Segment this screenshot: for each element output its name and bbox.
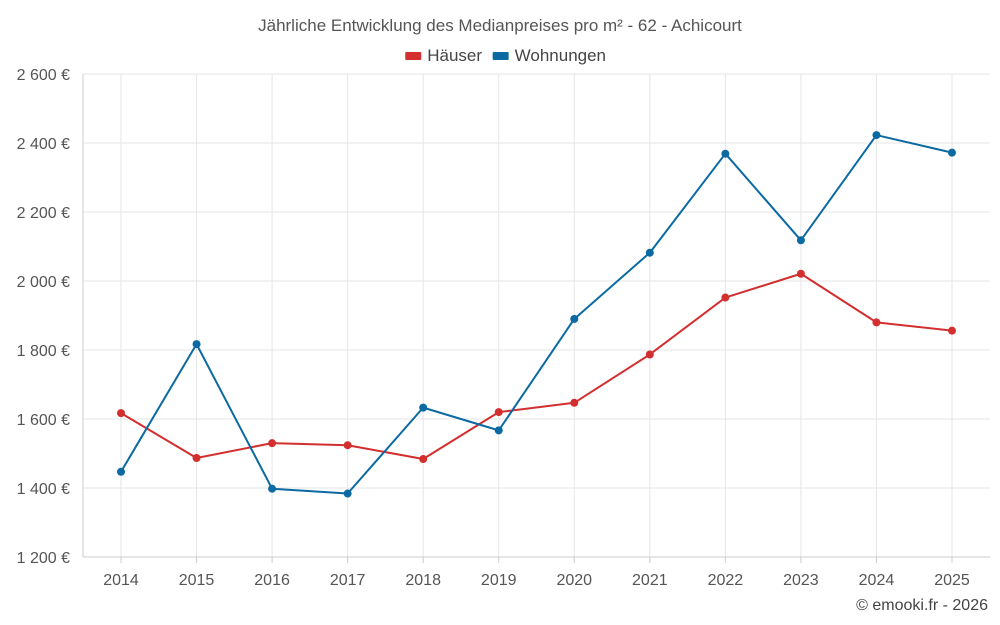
y-tick-label: 1 400 € bbox=[17, 481, 70, 498]
y-tick-label: 2 200 € bbox=[17, 205, 70, 222]
x-tick-label: 2022 bbox=[708, 572, 744, 589]
data-point-h-user[interactable] bbox=[796, 269, 805, 278]
series-layer bbox=[117, 131, 956, 498]
x-tick-label: 2018 bbox=[405, 572, 441, 589]
data-point-wohnungen[interactable] bbox=[117, 467, 125, 476]
data-point-wohnungen[interactable] bbox=[570, 314, 579, 323]
data-point-h-user[interactable] bbox=[872, 318, 881, 327]
data-point-h-user[interactable] bbox=[268, 439, 277, 448]
legend-label: Häuser bbox=[427, 46, 482, 65]
y-tick-label: 1 800 € bbox=[17, 343, 70, 360]
axes: 1 200 € 1 400 € 1 600 € 1 800 € 2 000 € 2 200… bbox=[17, 67, 990, 589]
legend-swatch bbox=[492, 52, 509, 60]
data-point-h-user[interactable] bbox=[645, 350, 654, 359]
data-point-wohnungen[interactable] bbox=[721, 149, 730, 158]
x-tick-label: 2017 bbox=[330, 572, 366, 589]
y-tick-label: 2 400 € bbox=[17, 136, 70, 153]
y-tick-label: 2 000 € bbox=[17, 274, 70, 291]
y-tick-label: 1 600 € bbox=[17, 412, 70, 429]
legend-swatch bbox=[405, 52, 422, 60]
data-point-wohnungen[interactable] bbox=[343, 489, 352, 498]
x-tick-label: 2015 bbox=[179, 572, 215, 589]
x-tick-label: 2014 bbox=[103, 572, 139, 589]
data-point-wohnungen[interactable] bbox=[872, 131, 881, 140]
data-point-h-user[interactable] bbox=[721, 293, 730, 302]
series-h-user bbox=[117, 269, 956, 464]
data-point-wohnungen[interactable] bbox=[268, 484, 277, 493]
x-tick-label: 2023 bbox=[783, 572, 819, 589]
chart-title: Jährliche Entwicklung des Medianpreises … bbox=[258, 16, 742, 35]
data-point-h-user[interactable] bbox=[343, 441, 352, 450]
data-point-wohnungen[interactable] bbox=[192, 340, 201, 349]
data-point-h-user[interactable] bbox=[192, 453, 201, 462]
legend-item-wohnungen[interactable]: Wohnungen bbox=[492, 46, 606, 65]
x-tick-label: 2019 bbox=[481, 572, 517, 589]
legend-item-h-user[interactable]: Häuser bbox=[405, 46, 482, 65]
x-tick-label: 2021 bbox=[632, 572, 668, 589]
y-tick-label: 2 600 € bbox=[17, 67, 70, 84]
data-point-wohnungen[interactable] bbox=[419, 403, 428, 412]
y-tick-label: 1 200 € bbox=[17, 550, 70, 567]
x-tick-label: 2016 bbox=[254, 572, 290, 589]
series-line-h-user bbox=[120, 272, 953, 461]
credit-text: © emooki.fr - 2026 bbox=[856, 597, 988, 614]
data-point-h-user[interactable] bbox=[948, 326, 956, 335]
series-wohnungen bbox=[117, 131, 956, 498]
data-point-wohnungen[interactable] bbox=[796, 236, 805, 245]
data-point-wohnungen[interactable] bbox=[494, 426, 503, 435]
data-point-h-user[interactable] bbox=[117, 409, 125, 418]
data-point-wohnungen[interactable] bbox=[645, 248, 654, 257]
data-point-h-user[interactable] bbox=[419, 455, 428, 464]
x-tick-label: 2020 bbox=[556, 572, 592, 589]
series-line-wohnungen bbox=[120, 134, 953, 495]
data-point-h-user[interactable] bbox=[494, 408, 503, 417]
data-point-h-user[interactable] bbox=[570, 398, 579, 407]
grid bbox=[83, 73, 990, 558]
legend-label: Wohnungen bbox=[515, 46, 606, 65]
x-tick-label: 2025 bbox=[934, 572, 970, 589]
data-point-wohnungen[interactable] bbox=[948, 148, 956, 157]
legend: Häuser Wohnungen bbox=[405, 46, 606, 65]
x-tick-label: 2024 bbox=[859, 572, 895, 589]
